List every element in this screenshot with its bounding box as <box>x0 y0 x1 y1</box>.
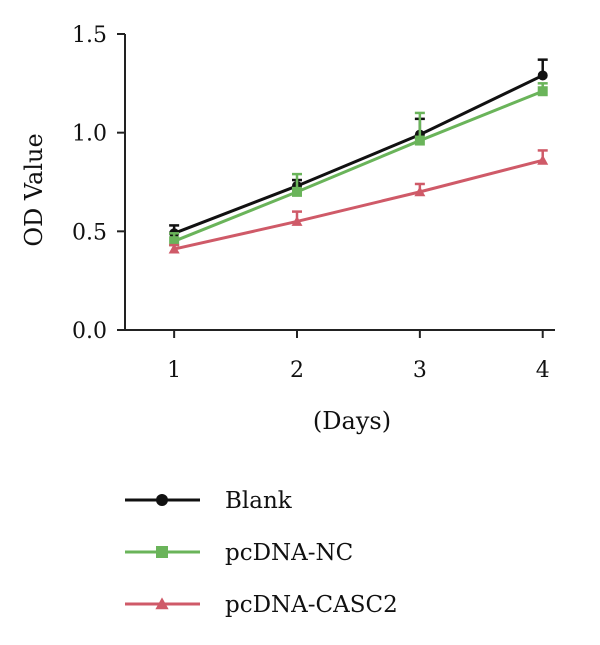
y-axis-title: OD Value <box>20 133 48 246</box>
series-pcdna-casc2 <box>168 149 549 254</box>
data-point-circle <box>156 494 168 506</box>
series-blank <box>169 58 548 239</box>
data-point-square <box>292 186 302 197</box>
data-point-square <box>169 236 180 247</box>
data-point-square <box>537 86 548 97</box>
x-tick-label: 1 <box>167 358 181 383</box>
legend-item: pcDNA-CASC2 <box>125 592 398 618</box>
y-tick-label: 1.5 <box>72 23 107 48</box>
series-layer <box>168 58 549 254</box>
legend-item: pcDNA-NC <box>125 540 353 566</box>
data-point-square <box>414 135 425 146</box>
legend: Blank pcDNA-NC pcDNA-CASC2 <box>125 488 398 618</box>
legend-label: pcDNA-CASC2 <box>225 592 398 618</box>
data-point-triangle <box>537 154 549 165</box>
y-tick-label: 0.5 <box>72 220 107 245</box>
data-point-triangle <box>155 597 169 610</box>
legend-label: pcDNA-NC <box>225 540 353 566</box>
series-line <box>173 158 544 251</box>
axes: 0.0 0.5 1.0 1.5 1 2 3 4 <box>72 23 555 383</box>
x-axis-title: (Days) <box>313 407 391 435</box>
y-tick-label: 1.0 <box>72 122 107 147</box>
x-tick-label: 4 <box>536 358 550 383</box>
legend-item: Blank <box>125 488 293 514</box>
data-point-circle <box>537 70 548 81</box>
data-point-square <box>156 546 168 558</box>
data-point-triangle <box>414 186 426 197</box>
series-pcdna-nc <box>169 82 548 247</box>
legend-label: Blank <box>225 488 293 514</box>
x-tick-label: 3 <box>413 358 427 383</box>
series-line <box>173 89 544 243</box>
data-point-triangle <box>168 243 180 254</box>
series-line <box>173 74 544 235</box>
data-point-triangle <box>291 215 303 226</box>
x-tick-label: 2 <box>290 358 304 383</box>
y-tick-label: 0.0 <box>72 319 107 344</box>
